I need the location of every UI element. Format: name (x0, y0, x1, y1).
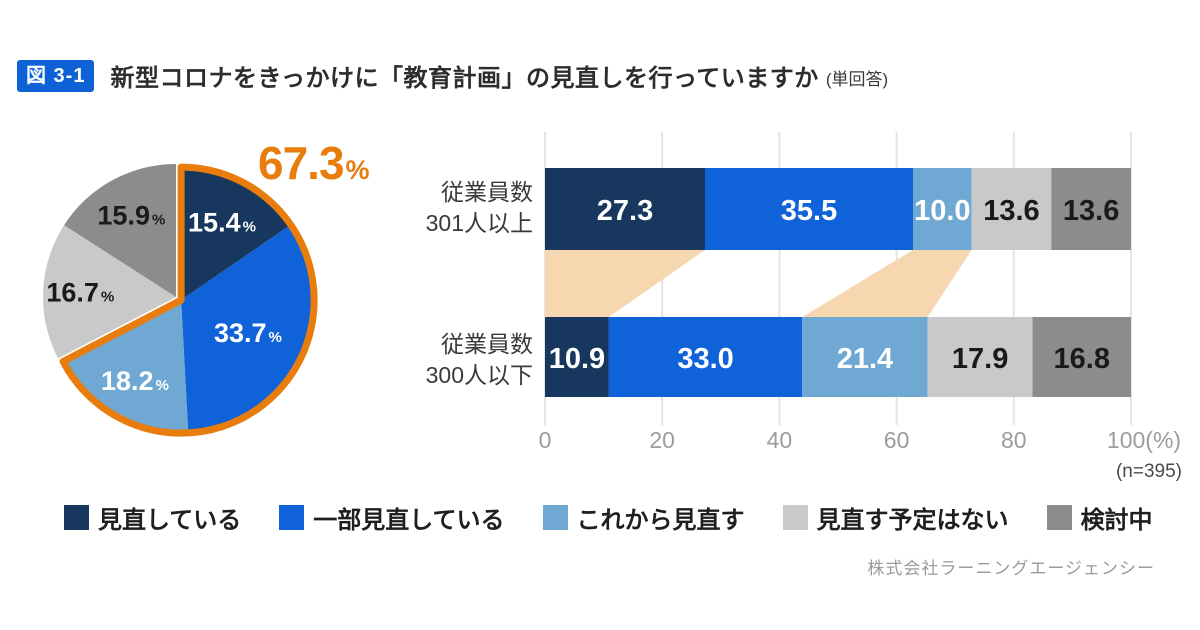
pie-slice-label: 33.7% (214, 318, 282, 348)
legend-item: 見直す予定はない (782, 500, 1009, 535)
bar-segment-label: 13.6 (1063, 195, 1119, 227)
legend-item: 一部見直している (279, 500, 505, 535)
x-axis-tick-label: 60 (884, 427, 910, 453)
pie-slice-label: 15.9% (97, 200, 165, 230)
band-connector (545, 250, 705, 317)
bar-segment-label: 10.0 (914, 195, 970, 227)
legend-item: 見直している (64, 500, 241, 535)
pie-highlight-outline (59, 163, 318, 437)
legend-swatch (542, 505, 568, 530)
bar-segment-label: 10.9 (549, 343, 605, 375)
bar-segment-label: 35.5 (781, 195, 837, 227)
legend-label: 見直している (98, 507, 242, 534)
stacked-bar-chart: 27.3 35.5 10.0 13.6 13.6 10.9 33.0 21.4 17.9 16.8… (426, 132, 1182, 482)
legend: 見直している 一部見直している これから見直す 見直す予定はない 検討中 (64, 500, 1153, 535)
figure-header: 図 3-1 新型コロナをきっかけに「教育計画」の見直しを行っていますか (単回答… (17, 58, 888, 93)
pie-highlight-number: 67.3 (258, 137, 345, 189)
bar-segment (802, 317, 928, 397)
pie-slice (43, 225, 176, 359)
x-axis-tick-label: 20 (649, 427, 675, 453)
bar-category-label: 従業員数 300人以下 (426, 331, 533, 388)
pie-slice-highlighted (181, 167, 291, 301)
legend-swatch (782, 505, 808, 530)
bar-segment-label: 17.9 (952, 343, 1008, 375)
bar-category-label: 従業員数 301人以上 (426, 179, 533, 236)
band-connector (802, 250, 972, 317)
bar-segment (913, 168, 972, 250)
bar-segment (1032, 317, 1131, 397)
pie-slice (64, 164, 176, 297)
pie-slice-label: 16.7% (46, 278, 114, 308)
legend-swatch (64, 505, 89, 530)
bar-segment-label: 13.6 (983, 195, 1039, 227)
bar-segment (545, 317, 609, 397)
bar-segment-label: 33.0 (677, 343, 733, 375)
bar-segment-label: 21.4 (837, 343, 893, 375)
bar-segment (608, 317, 803, 397)
legend-item: 検討中 (1046, 500, 1153, 535)
pie-highlight-unit: % (345, 155, 370, 185)
x-axis-tick-label: 0 (539, 427, 552, 453)
bar-segment (704, 168, 914, 250)
pie-slice-highlighted (181, 224, 315, 433)
pie-chart: 15.4 % 33.7 % 18.2 % 16.7 % 15.9% (43, 163, 318, 437)
source-credit: 株式会社ラーニングエージェンシー (867, 559, 1155, 578)
legend-swatch (1046, 505, 1072, 530)
pie-slice-label: 18.2% (101, 366, 169, 396)
bar-segment-label: 27.3 (597, 195, 653, 227)
legend-label: 見直す予定はない (816, 507, 1009, 534)
figure-title-suffix: (単回答) (825, 70, 889, 89)
legend-label: 検討中 (1080, 507, 1153, 534)
legend-item: これから見直す (542, 500, 745, 535)
legend-label: これから見直す (576, 507, 745, 534)
bar-segment (1051, 168, 1131, 250)
x-axis-tick-label: 40 (767, 427, 793, 453)
x-axis-tick-label: 100(%) (1107, 427, 1181, 453)
bar-segment (971, 168, 1052, 250)
figure-title: 新型コロナをきっかけに「教育計画」の見直しを行っていますか (110, 65, 819, 92)
figure-number-badge: 図 3-1 (17, 59, 95, 92)
bar-segment-label: 16.8 (1054, 343, 1110, 375)
pie-slice-label: 15.4% (188, 207, 256, 237)
legend-swatch (279, 505, 305, 530)
bar-segment (545, 168, 705, 250)
x-axis-tick-label: 80 (1001, 427, 1027, 453)
legend-label: 一部見直している (313, 507, 505, 534)
sample-size-note: (n=395) (1116, 461, 1182, 482)
bar-segment (927, 317, 1033, 397)
pie-highlight-value: 67.3% (258, 136, 370, 190)
